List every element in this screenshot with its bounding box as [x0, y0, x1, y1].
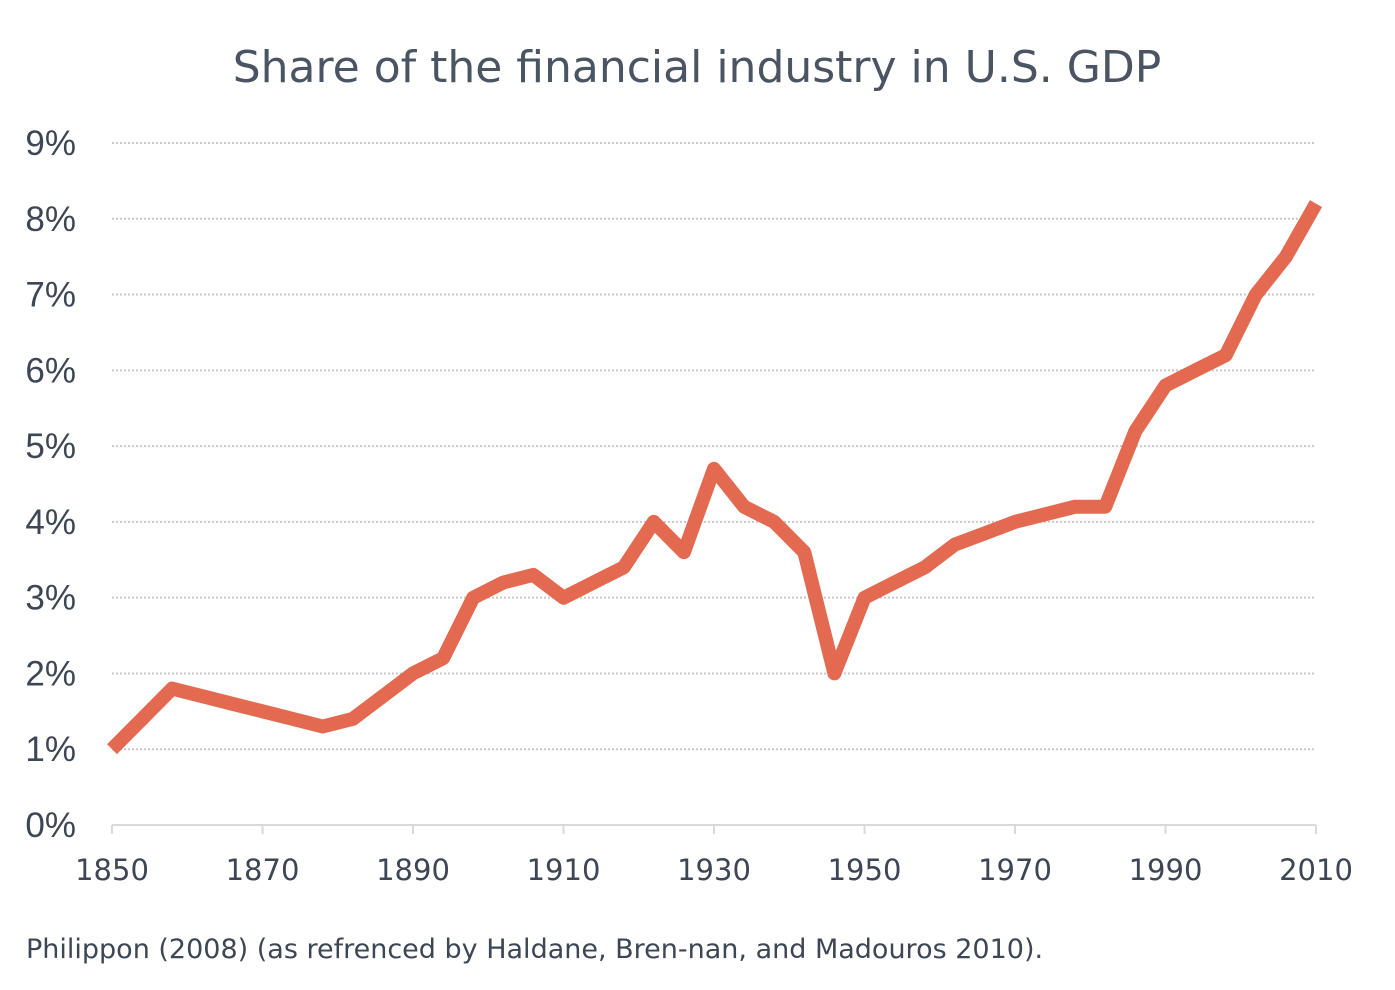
- x-tick-label: 1850: [75, 853, 149, 887]
- x-tick-label: 1870: [226, 853, 300, 887]
- x-tick-label: 1950: [828, 853, 902, 887]
- gridlines: [112, 142, 1316, 751]
- x-tick-label: 1930: [677, 853, 751, 887]
- y-tick-label: 0%: [25, 806, 76, 845]
- source-note: Philippon (2008) (as refrenced by Haldan…: [26, 934, 1043, 965]
- chart-title: Share of the financial industry in U.S. …: [233, 42, 1162, 93]
- y-tick-label: 9%: [25, 124, 76, 163]
- y-tick-label: 7%: [25, 276, 76, 315]
- y-axis-tick-labels: 0% 1% 2% 3% 4% 5% 6% 7% 8% 9%: [25, 124, 76, 845]
- x-tick-label: 2010: [1279, 853, 1353, 887]
- x-tick-label: 1990: [1129, 853, 1203, 887]
- series-line: [107, 200, 1323, 755]
- y-tick-label: 6%: [25, 351, 76, 390]
- x-tick-label: 1910: [527, 853, 601, 887]
- y-tick-label: 4%: [25, 503, 76, 542]
- x-tick-label: 1970: [978, 853, 1052, 887]
- y-tick-label: 3%: [25, 579, 76, 618]
- y-tick-label: 8%: [25, 200, 76, 239]
- y-tick-label: 5%: [25, 427, 76, 466]
- x-axis-tick-labels: 1850 1870 1890 1910 1930 1950 1970 1990 2010: [75, 853, 1353, 887]
- y-tick-label: 1%: [25, 730, 76, 769]
- x-tick-label: 1890: [376, 853, 450, 887]
- x-axis: [111, 824, 1317, 834]
- series-group: [107, 200, 1323, 755]
- y-tick-label: 2%: [25, 654, 76, 693]
